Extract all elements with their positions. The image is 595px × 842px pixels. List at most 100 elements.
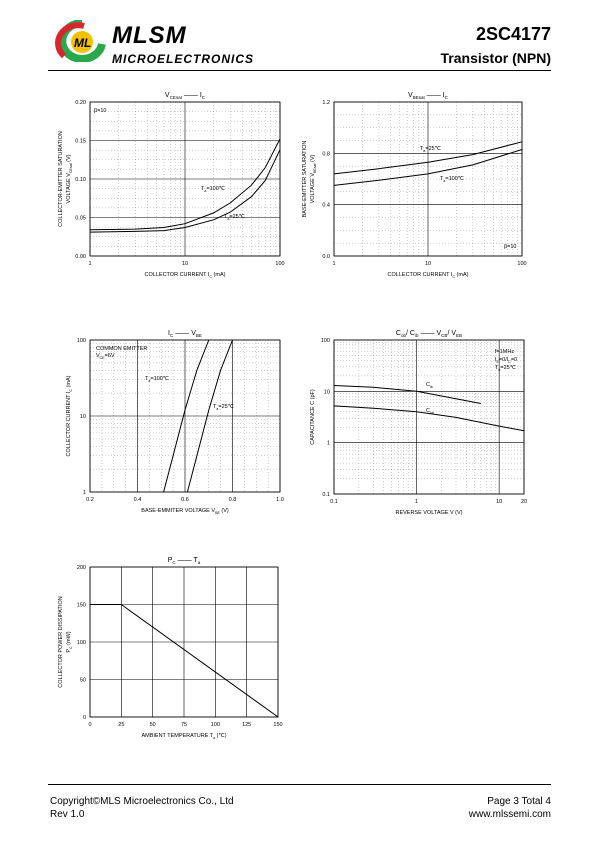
text-span: I [168,330,170,337]
y-axis-label: PC (mW) [66,631,73,652]
text-span: 1 [327,441,330,447]
text-span: 10 [80,414,86,420]
page-header: ML MLSM MICROELECTRONICS 2SC4177 Transis… [0,0,595,80]
y-tick-label: 0.0 [322,254,330,260]
part-type: Transistor (NPN) [440,50,551,66]
text-span: 200 [77,565,86,571]
text-span: I [200,92,202,99]
chart-title: IC —— VBE [168,330,202,338]
x-tick-label: 1 [415,499,418,505]
y-axis-label: VOLTAGE VBEsat (V) [310,154,317,203]
text-span: 150 [273,722,282,728]
text-span: 10 [496,499,502,505]
x-tick-label: 10 [182,261,188,267]
text-span: CEsat [69,163,73,173]
text-span: I [495,357,497,363]
text-span: β=10 [504,244,517,250]
text-span: C [426,408,430,414]
text-span: =6V [105,353,115,359]
plot-frame [89,339,281,493]
chart-title: VCEsat —— IC [165,92,206,100]
text-span: a [498,368,500,372]
text-span: T [193,557,198,564]
y-tick-label: 10 [80,414,86,420]
y-tick-label: 0.10 [75,177,86,183]
y-tick-label: 0.20 [75,100,86,106]
text-span: C [508,360,511,364]
text-span: (V) [66,154,72,163]
y-tick-label: 1 [327,441,330,447]
text-span: 1 [415,499,418,505]
x-tick-label: 75 [181,722,187,728]
text-span: 20 [521,499,527,505]
text-span: f=1MHz [495,349,514,355]
capacitance-chart: 0.1 1 10 20 0.1 1 10 100 Cob/ Cib —— VCB/ VEB REV… [298,322,550,518]
y-tick-label: 150 [77,603,86,609]
y-tick-label: 100 [77,640,86,646]
y-tick-label: 0.8 [322,151,330,157]
plot-frame [89,566,279,718]
beta-annotation: β=10 [504,244,517,250]
series-label-100c: Ta=100℃ [145,376,170,383]
text-span: COLLECTOR CURRENT I [388,272,453,278]
text-span: T [440,176,444,182]
text-span: a [423,149,425,153]
text-span: =25℃ [425,146,441,152]
x-tick-label: 1 [332,261,335,267]
series-line-1 [89,149,281,233]
series-line-0 [89,138,281,231]
text-span: VOLTAGE V [310,173,316,204]
text-span: (mA) [66,375,72,389]
footer-divider [48,784,551,785]
vcesat-vs-ic-chart: 1 10 100 0.00 0.05 0.10 0.15 0.20 VCEsat —— IC CO… [48,84,298,280]
text-span: BASE-EMMITER VOLTAGE V [141,508,215,514]
y-axis-label: COLLECTOR CURRENT IC (mA) [66,375,73,456]
beta-annotation: β=10 [94,108,107,114]
series-line-0 [333,141,523,175]
text-span: COMMON EMITTER [96,346,147,352]
text-span: =100℃ [445,176,464,182]
text-span: C [445,95,449,100]
copyright-text: Copyright©MLS Microelectronics Co., Ltd [50,796,234,807]
plot-frame [333,101,523,257]
text-span: a [213,736,215,740]
text-span: C [209,275,212,279]
x-tick-label: 25 [118,722,124,728]
text-span: ob [401,333,407,338]
text-span: C [452,275,455,279]
text-span: 0.4 [322,203,330,209]
text-span: =25℃ [500,365,516,371]
text-span: COLLECTOR-EMITTER SATURATION [58,131,64,227]
text-span: C [396,330,401,337]
text-span: T [213,404,217,410]
text-span: 0.00 [75,254,86,260]
text-span: BEsat [313,163,317,173]
y-tick-label: 0.15 [75,139,86,145]
text-span: 50 [150,722,156,728]
x-axis-label: BASE-EMMITER VOLTAGE VBE (V) [141,508,229,515]
text-span: COLLECTOR CURRENT I [145,272,210,278]
text-span: BEsat [413,95,426,100]
text-span: V [96,353,100,359]
text-span: COLLECTOR POWER DISSIPATION [58,596,64,687]
y-axis-label-line1: COLLECTOR POWER DISSIPATION [58,596,64,687]
text-span: 100 [517,261,526,267]
text-span: REVERSE VOLTAGE V [395,510,454,516]
text-span: P [66,649,72,653]
x-tick-label: 0.1 [330,499,338,505]
text-span: (mA) [212,272,226,278]
x-tick-label: 0.6 [181,497,189,503]
part-number: 2SC4177 [475,24,551,44]
text-span: 100 [77,338,86,344]
brand-subtitle: MICROELECTRONICS [112,52,254,66]
chart-title: VBEsat —— IC [408,92,449,100]
vce-annotation: VCE=6V [96,353,115,360]
cib-label: Cib [426,382,433,389]
y-tick-label: 100 [77,338,86,344]
y-tick-label: 0.00 [75,254,86,260]
text-span: 1 [88,261,91,267]
svg-text:ML: ML [74,36,91,50]
